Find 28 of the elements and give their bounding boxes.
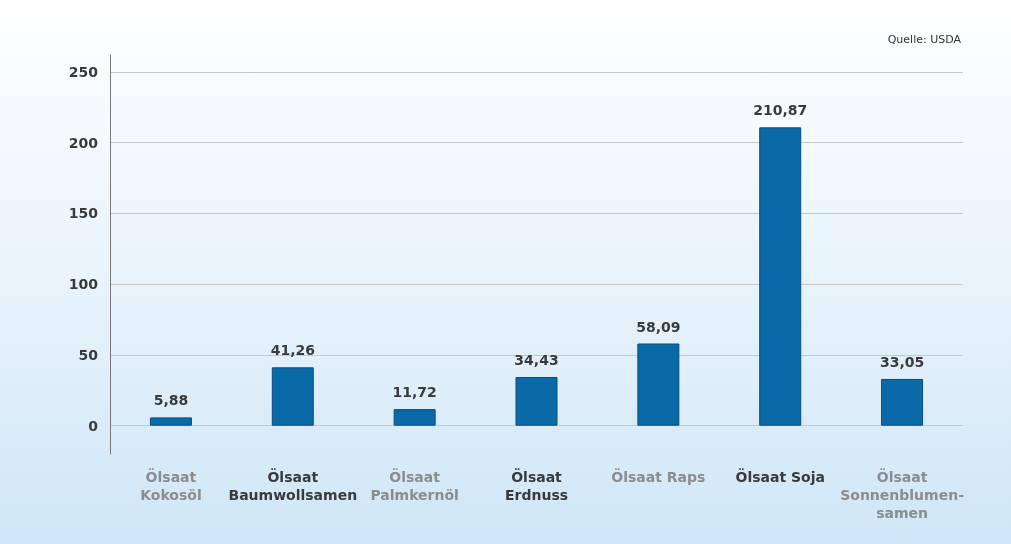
bar [149, 417, 192, 426]
x-tick-label: Ölsaat Kokosöl [140, 468, 202, 503]
data-label: 58,09 [636, 318, 681, 335]
data-label: 34,43 [514, 351, 559, 368]
bar [515, 376, 558, 426]
x-tick-label: Ölsaat Soja [735, 468, 825, 485]
bar [637, 343, 680, 426]
data-label: 33,05 [879, 353, 925, 370]
data-label: 11,72 [392, 384, 437, 401]
y-tick-label: 100 [68, 276, 99, 293]
y-tick-label: 150 [68, 205, 99, 222]
y-tick-label: 250 [68, 63, 99, 80]
x-tick-label: Ölsaat Palmkernöl [370, 468, 459, 503]
data-label: 210,87 [753, 102, 808, 119]
x-tick-label: Ölsaat Sonnenblumen- samen [840, 468, 965, 521]
bar [271, 367, 314, 426]
y-tick-label: 50 [78, 346, 99, 363]
data-label: 5,88 [153, 392, 189, 409]
y-tick-label: 200 [68, 134, 99, 151]
bar [881, 378, 924, 426]
bar [393, 409, 436, 426]
bar [759, 127, 802, 426]
data-label: 41,26 [270, 342, 315, 359]
source-note: Quelle: USDA [887, 33, 962, 46]
x-tick-label: Ölsaat Raps [611, 468, 706, 485]
x-tick-label: Ölsaat Baumwollsamen [228, 468, 358, 503]
y-tick-label: 0 [88, 417, 99, 434]
x-tick-label: Ölsaat Erdnuss [504, 468, 569, 503]
